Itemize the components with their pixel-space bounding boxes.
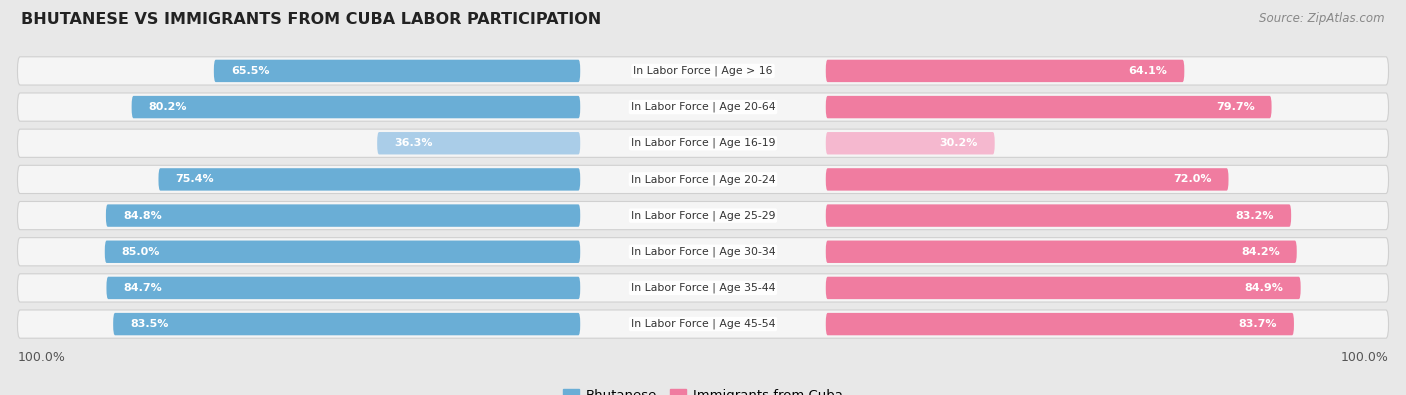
Text: 83.2%: 83.2%: [1236, 211, 1274, 220]
Text: 65.5%: 65.5%: [231, 66, 270, 76]
FancyBboxPatch shape: [825, 313, 1294, 335]
FancyBboxPatch shape: [17, 93, 1389, 121]
Text: In Labor Force | Age > 16: In Labor Force | Age > 16: [633, 66, 773, 76]
FancyBboxPatch shape: [17, 201, 1389, 229]
FancyBboxPatch shape: [17, 129, 1389, 157]
FancyBboxPatch shape: [825, 204, 1291, 227]
Text: In Labor Force | Age 45-54: In Labor Force | Age 45-54: [631, 319, 775, 329]
Text: 84.8%: 84.8%: [122, 211, 162, 220]
FancyBboxPatch shape: [105, 241, 581, 263]
Text: 30.2%: 30.2%: [939, 138, 977, 148]
FancyBboxPatch shape: [825, 241, 1296, 263]
Text: In Labor Force | Age 20-24: In Labor Force | Age 20-24: [631, 174, 775, 185]
Text: Source: ZipAtlas.com: Source: ZipAtlas.com: [1260, 12, 1385, 25]
Text: In Labor Force | Age 16-19: In Labor Force | Age 16-19: [631, 138, 775, 149]
Text: 83.5%: 83.5%: [131, 319, 169, 329]
Legend: Bhutanese, Immigrants from Cuba: Bhutanese, Immigrants from Cuba: [558, 384, 848, 395]
Text: 36.3%: 36.3%: [394, 138, 433, 148]
FancyBboxPatch shape: [105, 204, 581, 227]
Text: 84.9%: 84.9%: [1244, 283, 1284, 293]
FancyBboxPatch shape: [112, 313, 581, 335]
Text: 72.0%: 72.0%: [1173, 175, 1212, 184]
Text: 75.4%: 75.4%: [176, 175, 214, 184]
Text: 100.0%: 100.0%: [17, 351, 65, 364]
FancyBboxPatch shape: [825, 96, 1271, 118]
Text: 79.7%: 79.7%: [1216, 102, 1254, 112]
FancyBboxPatch shape: [825, 277, 1301, 299]
Text: 64.1%: 64.1%: [1129, 66, 1167, 76]
Text: 80.2%: 80.2%: [149, 102, 187, 112]
Text: In Labor Force | Age 30-34: In Labor Force | Age 30-34: [631, 246, 775, 257]
Text: In Labor Force | Age 35-44: In Labor Force | Age 35-44: [631, 283, 775, 293]
FancyBboxPatch shape: [17, 166, 1389, 194]
FancyBboxPatch shape: [159, 168, 581, 191]
FancyBboxPatch shape: [17, 57, 1389, 85]
Text: BHUTANESE VS IMMIGRANTS FROM CUBA LABOR PARTICIPATION: BHUTANESE VS IMMIGRANTS FROM CUBA LABOR …: [21, 12, 602, 27]
FancyBboxPatch shape: [377, 132, 581, 154]
FancyBboxPatch shape: [825, 168, 1229, 191]
Text: 84.2%: 84.2%: [1241, 247, 1279, 257]
Text: 100.0%: 100.0%: [1341, 351, 1389, 364]
Text: 84.7%: 84.7%: [124, 283, 162, 293]
FancyBboxPatch shape: [17, 310, 1389, 338]
FancyBboxPatch shape: [214, 60, 581, 82]
FancyBboxPatch shape: [107, 277, 581, 299]
FancyBboxPatch shape: [825, 132, 994, 154]
FancyBboxPatch shape: [132, 96, 581, 118]
Text: In Labor Force | Age 25-29: In Labor Force | Age 25-29: [631, 210, 775, 221]
Text: 85.0%: 85.0%: [122, 247, 160, 257]
FancyBboxPatch shape: [17, 238, 1389, 266]
FancyBboxPatch shape: [825, 60, 1184, 82]
FancyBboxPatch shape: [17, 274, 1389, 302]
Text: In Labor Force | Age 20-64: In Labor Force | Age 20-64: [631, 102, 775, 112]
Text: 83.7%: 83.7%: [1239, 319, 1277, 329]
